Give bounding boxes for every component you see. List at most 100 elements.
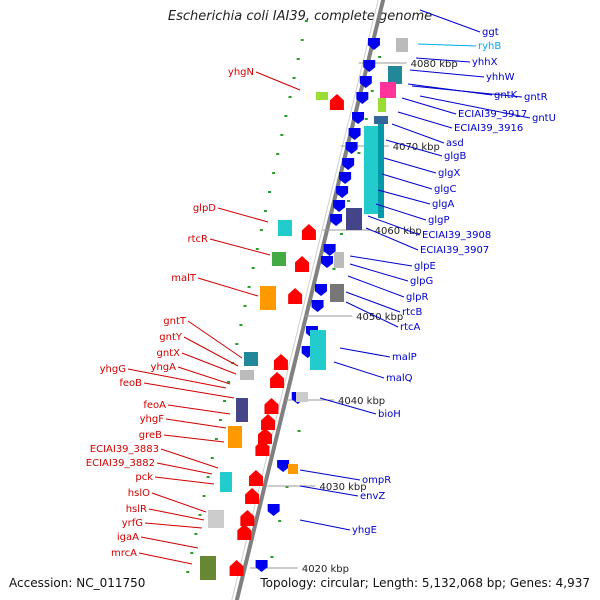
gene-block (288, 464, 298, 474)
gene-arrow (342, 158, 355, 170)
gene-block (380, 82, 396, 98)
gene-label-yhgf: yhgF (140, 414, 165, 425)
track-dot (292, 77, 296, 79)
gene-label-pck: pck (135, 472, 153, 483)
gene-block (330, 284, 344, 302)
gene-arrow (367, 38, 380, 50)
gene-label-feoa: feoA (143, 400, 166, 411)
track-dot (300, 39, 304, 41)
gene-block (240, 370, 254, 380)
track-dot (243, 305, 247, 307)
gene-arrow (273, 354, 288, 370)
gene-leader-line (385, 139, 443, 157)
track-dot (202, 495, 206, 497)
gene-arrow (261, 414, 276, 430)
track-dot (210, 457, 214, 459)
track-dot (296, 58, 300, 60)
gene-label-feob: feoB (119, 378, 142, 389)
track-dot (370, 90, 374, 92)
gene-leader-line (345, 291, 401, 313)
track-dot (214, 438, 218, 440)
gene-leader-line (154, 476, 215, 485)
gene-leader-line (367, 215, 421, 236)
gene-label-gntr: gntR (524, 92, 548, 103)
gene-block (244, 352, 258, 366)
gene-leader-line (409, 69, 485, 78)
gene-label-glpd: glpD (193, 203, 216, 214)
gene-block (228, 426, 242, 448)
gene-leader-line (156, 462, 213, 475)
gene-arrow (363, 60, 376, 72)
gene-label-eciai39_3908: ECIAI39_3908 (422, 230, 491, 241)
gene-leader-line (407, 83, 493, 96)
gene-leader-line (163, 434, 225, 443)
gene-arrow (237, 524, 252, 540)
track-dot (223, 400, 227, 402)
gene-block (316, 92, 328, 100)
gene-leader-line (375, 203, 427, 221)
scale-label: 4020 kbp (302, 564, 349, 575)
track-dot (263, 210, 267, 212)
gene-leader-line (160, 448, 219, 469)
gene-leader-line (197, 277, 259, 297)
gene-label-yhge: yhgE (352, 525, 377, 536)
track-dot (332, 268, 336, 270)
track-dot (357, 152, 361, 154)
gene-leader-line (181, 352, 237, 375)
gene-label-mrca: mrcA (111, 548, 137, 559)
gene-label-glga: glgA (432, 199, 454, 210)
gene-leader-line (377, 189, 431, 205)
gene-leader-line (187, 320, 243, 359)
gene-arrow (267, 504, 280, 516)
track-dot (194, 533, 198, 535)
gene-label-yhgg: yhgG (100, 364, 126, 375)
track-dot (235, 343, 239, 345)
track-dot (347, 200, 351, 202)
gene-leader-line (127, 368, 227, 389)
gene-arrow (255, 560, 268, 572)
gene-leader-line (417, 43, 477, 47)
gene-leader-line (415, 57, 471, 63)
gene-leader-line (339, 347, 391, 358)
gene-label-greb: greB (139, 430, 162, 441)
track-dot (227, 381, 231, 383)
gene-label-gntt: gntT (163, 316, 187, 327)
track-dot (288, 96, 292, 98)
gene-arrow (240, 510, 255, 526)
gene-block (378, 124, 384, 218)
gene-arrow (229, 560, 244, 576)
gene-leader-line (365, 227, 419, 251)
gene-label-ggt: ggt (482, 27, 499, 38)
gene-block (220, 472, 232, 492)
gene-label-eciai39_3883: ECIAI39_3883 (90, 444, 159, 455)
track-dot (270, 556, 274, 558)
gene-leader-line (347, 275, 405, 298)
gene-block (378, 98, 386, 112)
backbone-shadow (231, 0, 379, 600)
track-dot (278, 520, 282, 522)
gene-leader-line (397, 111, 453, 129)
gene-leader-line (138, 552, 193, 565)
gene-leader-line (299, 485, 359, 497)
gene-arrow (321, 256, 334, 268)
gene-leader-line (143, 382, 235, 399)
gene-label-eciai39_3907: ECIAI39_3907 (420, 245, 489, 256)
gene-block (374, 116, 388, 124)
gene-block (396, 38, 408, 52)
backbone-line (234, 0, 386, 600)
gene-label-hslr: hslR (126, 504, 147, 515)
gene-block (388, 66, 402, 84)
gene-label-glpr: glpR (406, 292, 428, 303)
gene-block (346, 208, 362, 230)
gene-label-malq: malQ (386, 373, 413, 384)
gene-label-malp: malP (392, 352, 417, 363)
track-dot (364, 118, 368, 120)
accession-label: Accession: NC_011750 (9, 576, 146, 590)
gene-label-glpe: glpE (414, 261, 436, 272)
gene-leader-line (148, 508, 205, 521)
gene-label-igaa: igaA (117, 532, 139, 543)
gene-leader-line (401, 97, 457, 115)
gene-leader-line (383, 157, 437, 174)
gene-leader-line (299, 519, 351, 531)
gene-label-eciai39_3917: ECIAI39_3917 (458, 109, 527, 120)
